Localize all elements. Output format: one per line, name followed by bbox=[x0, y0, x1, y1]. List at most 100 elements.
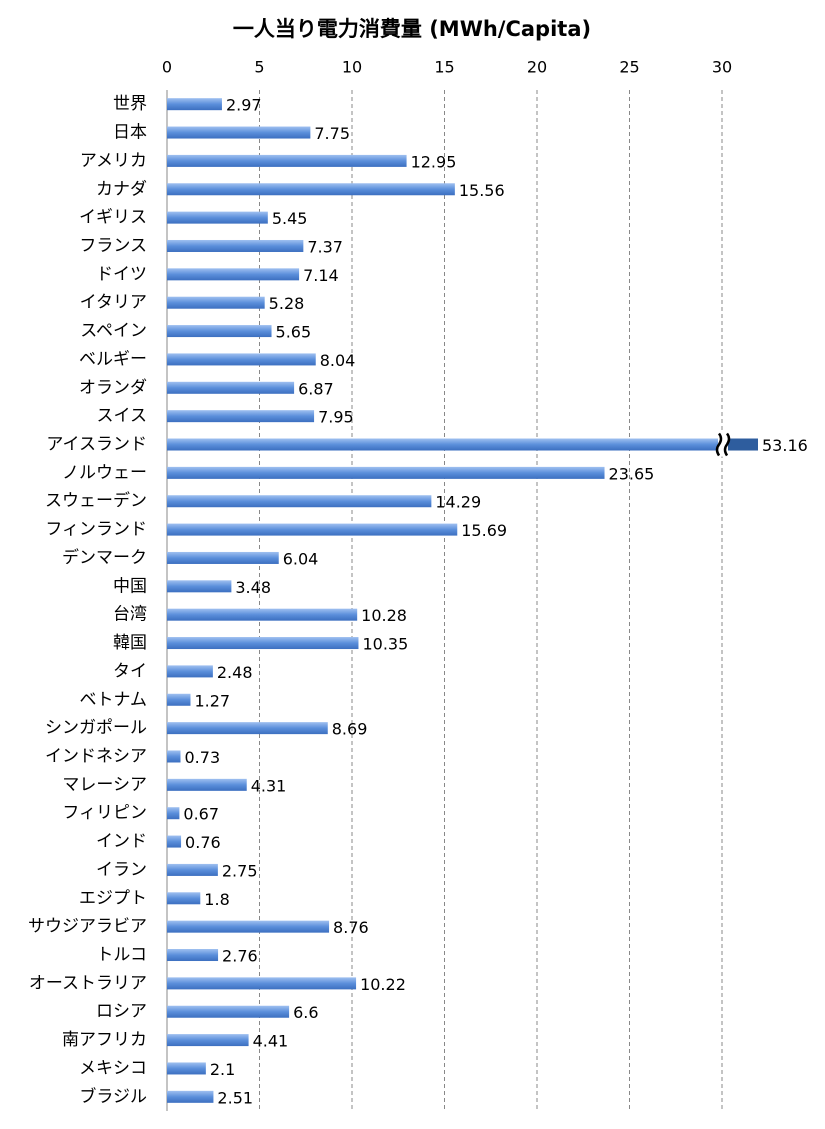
value-label: 5.28 bbox=[269, 294, 305, 313]
value-label: 0.67 bbox=[183, 805, 219, 824]
axis-break-gap bbox=[718, 432, 728, 457]
value-label: 2.51 bbox=[217, 1088, 253, 1107]
value-label: 7.75 bbox=[314, 124, 350, 143]
bar bbox=[167, 807, 180, 820]
bar bbox=[167, 1090, 214, 1103]
y-tick-label: 台湾 bbox=[113, 605, 147, 625]
bar bbox=[167, 381, 295, 394]
bar bbox=[167, 126, 311, 139]
bar bbox=[167, 580, 232, 593]
value-label: 2.75 bbox=[222, 861, 258, 880]
bar bbox=[167, 551, 279, 564]
value-label: 2.48 bbox=[217, 663, 253, 682]
y-tick-label: アメリカ bbox=[80, 151, 147, 171]
bar bbox=[167, 1062, 206, 1075]
value-label: 7.37 bbox=[307, 237, 343, 256]
y-tick-label: カナダ bbox=[96, 179, 147, 199]
bar bbox=[167, 1034, 249, 1047]
bar bbox=[167, 920, 330, 933]
bar bbox=[167, 722, 328, 735]
y-tick-label: タイ bbox=[113, 661, 147, 681]
bar bbox=[167, 892, 201, 905]
y-tick-label: ドイツ bbox=[96, 264, 147, 284]
value-label: 10.35 bbox=[362, 635, 408, 654]
value-label: 10.28 bbox=[361, 606, 407, 625]
bar bbox=[167, 750, 181, 763]
value-label: 1.8 bbox=[204, 890, 229, 909]
bar bbox=[167, 977, 357, 990]
value-label: 14.29 bbox=[435, 493, 481, 512]
bar bbox=[167, 154, 407, 167]
x-tick-label: 30 bbox=[712, 58, 732, 77]
y-tick-label: ノルウェー bbox=[62, 463, 147, 483]
x-tick-label: 20 bbox=[527, 58, 547, 77]
value-label: 1.27 bbox=[194, 691, 230, 710]
bar bbox=[167, 778, 247, 791]
value-label: 7.14 bbox=[303, 266, 339, 285]
value-label: 5.45 bbox=[272, 209, 308, 228]
y-tick-label: ロシア bbox=[96, 1002, 147, 1022]
y-tick-label: イラン bbox=[96, 860, 147, 880]
y-tick-label: オランダ bbox=[79, 378, 147, 398]
y-tick-label: イタリア bbox=[80, 293, 147, 313]
y-tick-label: 南アフリカ bbox=[62, 1030, 147, 1050]
bar bbox=[167, 608, 358, 621]
value-label: 0.76 bbox=[185, 833, 221, 852]
y-tick-label: メキシコ bbox=[79, 1058, 147, 1078]
x-tick-label: 5 bbox=[254, 58, 264, 77]
value-label: 6.6 bbox=[293, 1003, 318, 1022]
y-tick-label: インドネシア bbox=[45, 746, 147, 766]
chart-title: 一人当り電力消費量 (MWh/Capita) bbox=[233, 17, 591, 41]
bar bbox=[167, 438, 758, 451]
x-tick-label: 10 bbox=[342, 58, 362, 77]
y-tick-label: イギリス bbox=[79, 208, 147, 228]
bar-extension bbox=[728, 438, 758, 451]
bar bbox=[167, 410, 315, 423]
y-tick-label: 世界 bbox=[113, 94, 147, 114]
value-label: 6.87 bbox=[298, 379, 334, 398]
y-tick-label: ブラジル bbox=[79, 1086, 147, 1107]
y-tick-label: フランス bbox=[79, 236, 147, 256]
bar bbox=[167, 495, 432, 508]
bar bbox=[167, 523, 458, 536]
bar bbox=[167, 466, 605, 479]
bar bbox=[167, 183, 455, 196]
bar bbox=[167, 239, 304, 252]
y-tick-label: 韓国 bbox=[113, 633, 147, 653]
y-tick-label: 中国 bbox=[113, 576, 147, 596]
x-tick-label: 15 bbox=[434, 58, 454, 77]
y-tick-label: ベトナム bbox=[80, 690, 148, 710]
value-label: 2.76 bbox=[222, 947, 258, 966]
value-label: 2.1 bbox=[210, 1060, 235, 1079]
value-label: 3.48 bbox=[235, 578, 271, 597]
y-tick-label: スイス bbox=[97, 406, 148, 426]
bar bbox=[167, 693, 191, 706]
x-tick-label: 0 bbox=[162, 58, 172, 77]
bar bbox=[167, 1005, 290, 1018]
bar bbox=[167, 325, 272, 338]
value-label: 2.97 bbox=[226, 96, 262, 115]
y-tick-label: インド bbox=[96, 832, 147, 852]
bar bbox=[167, 949, 219, 962]
value-label: 12.95 bbox=[411, 152, 457, 171]
bar bbox=[167, 98, 222, 111]
value-label: 4.41 bbox=[253, 1032, 289, 1051]
y-tick-label: マレーシア bbox=[62, 775, 147, 795]
value-label: 7.95 bbox=[318, 408, 354, 427]
y-tick-label: トルコ bbox=[96, 945, 147, 965]
y-tick-label: フィリピン bbox=[62, 803, 147, 823]
y-tick-label: ベルギー bbox=[79, 349, 147, 369]
value-label: 6.04 bbox=[283, 549, 319, 568]
bar bbox=[167, 296, 265, 309]
bar bbox=[167, 863, 218, 876]
y-tick-label: オーストラリア bbox=[29, 973, 147, 993]
y-tick-label: デンマーク bbox=[62, 547, 147, 568]
bar bbox=[167, 665, 213, 678]
y-tick-label: フィンランド bbox=[45, 520, 147, 540]
value-label: 4.31 bbox=[251, 776, 287, 795]
value-label: 8.69 bbox=[332, 720, 368, 739]
bar bbox=[167, 353, 316, 366]
bar bbox=[167, 835, 182, 848]
y-tick-label: スペイン bbox=[80, 321, 147, 341]
